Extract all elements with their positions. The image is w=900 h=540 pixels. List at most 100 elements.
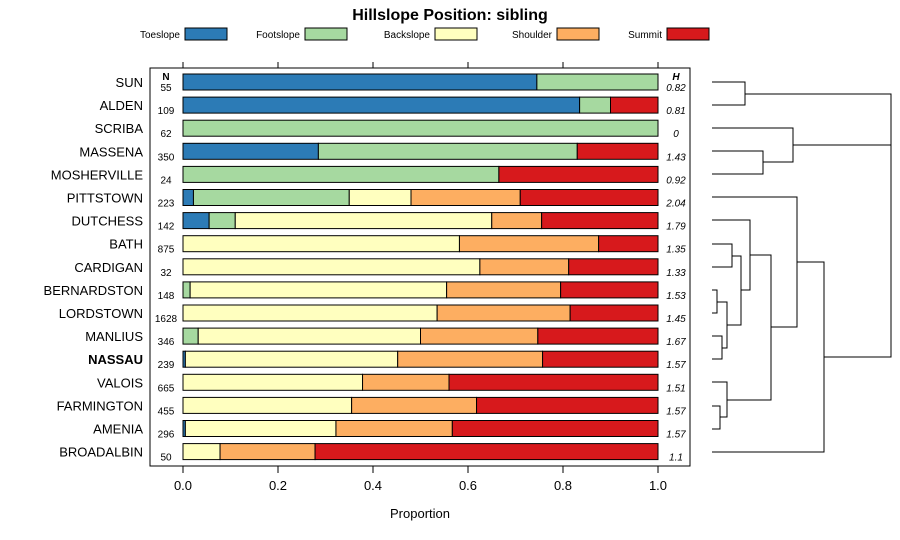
category-label: LORDSTOWN xyxy=(59,306,143,321)
category-label: FARMINGTON xyxy=(57,398,143,413)
x-tick-label: 0.8 xyxy=(554,478,572,493)
bar-segment-backslope xyxy=(184,420,337,437)
bar-segment-backslope xyxy=(182,258,481,276)
bar-segment-footslope xyxy=(208,212,236,230)
bar-rows: SUN 55 0.82 ALDEN 109 0.81 SCRIBA 62 0 MASSENA 350… xyxy=(44,73,686,464)
plot-frame xyxy=(149,67,691,467)
bar-segment-shoulder xyxy=(436,304,571,322)
chart-title: Hillslope Position: sibling xyxy=(352,7,548,24)
x-tick-label: 0.6 xyxy=(459,478,477,493)
bar-segment-summit xyxy=(314,443,659,461)
dendrogram-branch xyxy=(712,405,721,430)
dendrogram-branch xyxy=(727,255,742,326)
bar-segment-summit xyxy=(610,96,659,114)
bar-row: DUTCHESS 142 1.79 xyxy=(71,212,686,233)
bar-row: BROADALBIN 50 1.1 xyxy=(59,443,683,464)
legend-label-toeslope: Toeslope xyxy=(140,30,180,41)
category-label: SUN xyxy=(116,75,143,90)
dendrogram-branch xyxy=(727,254,772,401)
x-tick-label: 0.2 xyxy=(269,478,287,493)
h-value: 0.82 xyxy=(666,83,686,94)
category-label: MASSENA xyxy=(79,144,143,159)
category-label: BATH xyxy=(109,237,143,252)
bar-segment-shoulder xyxy=(491,212,543,230)
bar-segment-summit xyxy=(476,396,659,414)
h-value: 1.45 xyxy=(666,314,686,325)
bar-segment-toeslope xyxy=(182,73,538,91)
bar-segment-backslope xyxy=(197,327,421,345)
category-label: BROADALBIN xyxy=(59,445,143,460)
bar-segment-shoulder xyxy=(446,281,562,299)
bar-segment-shoulder xyxy=(458,235,600,253)
n-value: 50 xyxy=(160,453,172,464)
dendrogram-branch xyxy=(712,289,718,314)
bar-segment-shoulder xyxy=(362,373,450,391)
h-value: 0.81 xyxy=(666,106,685,117)
legend-swatch-shoulder xyxy=(556,27,600,41)
bar-segment-footslope xyxy=(317,142,578,160)
bar-segment-toeslope xyxy=(182,142,319,160)
bar-segment-footslope xyxy=(192,189,350,206)
bar-segment-summit xyxy=(451,420,659,437)
dendrogram-branch xyxy=(712,243,733,268)
h-value: 1.43 xyxy=(666,152,686,163)
bar-segment-footslope xyxy=(182,327,199,345)
legend-swatch-backslope xyxy=(434,27,478,41)
bar-segment-toeslope xyxy=(182,96,581,114)
bar-row: VALOIS 665 1.51 xyxy=(97,373,686,394)
bar-segment-shoulder xyxy=(410,189,521,206)
bar-row: FARMINGTON 455 1.57 xyxy=(57,396,686,417)
legend-swatch-summit xyxy=(666,27,710,41)
bar-segment-shoulder xyxy=(219,443,316,461)
category-label: PITTSTOWN xyxy=(67,191,143,206)
n-value: 109 xyxy=(158,106,175,117)
n-value: 665 xyxy=(158,383,175,394)
bar-segment-backslope xyxy=(182,396,353,414)
bar-segment-footslope xyxy=(536,73,659,91)
bar-segment-backslope xyxy=(184,350,399,368)
category-label: BERNARDSTON xyxy=(44,283,143,298)
h-value: 1.79 xyxy=(666,222,686,233)
legend-label-shoulder: Shoulder xyxy=(512,30,553,41)
bar-row: MOSHERVILLE 24 0.92 xyxy=(51,165,686,186)
bar-segment-backslope xyxy=(182,443,221,461)
bar-row: MANLIUS 346 1.67 xyxy=(85,327,686,348)
bar-segment-summit xyxy=(568,258,659,276)
h-value: 2.04 xyxy=(665,199,686,210)
dendrogram-branch xyxy=(712,219,751,291)
bar-row: PITTSTOWN 223 2.04 xyxy=(67,189,686,210)
bar-segment-footslope xyxy=(182,119,659,137)
legend: Toeslope Footslope Backslope Shoulder Summit xyxy=(140,27,710,41)
bar-segment-summit xyxy=(576,142,659,160)
legend-swatch-footslope xyxy=(304,27,348,41)
bar-segment-shoulder xyxy=(420,327,539,345)
bar-row: CARDIGAN 32 1.33 xyxy=(74,258,686,279)
bar-row: AMENIA 296 1.57 xyxy=(93,420,686,441)
n-value: 296 xyxy=(158,430,175,441)
bar-segment-toeslope xyxy=(182,212,210,230)
category-label: ALDEN xyxy=(100,98,143,113)
bar-segment-shoulder xyxy=(351,396,478,414)
bar-segment-footslope xyxy=(579,96,611,114)
bar-segment-backslope xyxy=(234,212,493,230)
bar-segment-summit xyxy=(598,235,659,253)
bar-segment-backslope xyxy=(182,373,364,391)
bar-segment-shoulder xyxy=(397,350,544,368)
category-label: CARDIGAN xyxy=(74,260,143,275)
x-tick-label: 0.0 xyxy=(174,478,192,493)
h-value: 0.92 xyxy=(666,175,686,186)
h-value: 1.57 xyxy=(666,430,686,441)
category-label: AMENIA xyxy=(93,422,143,437)
dendrogram-branch xyxy=(712,81,746,106)
h-column-header: H xyxy=(672,72,680,83)
n-value: 24 xyxy=(160,175,172,186)
legend-label-footslope: Footslope xyxy=(256,30,300,41)
bar-segment-summit xyxy=(541,212,659,230)
bar-row: BATH 875 1.35 xyxy=(109,235,686,256)
n-column-header: N xyxy=(162,72,169,83)
h-value: 1.1 xyxy=(669,453,683,464)
dendrogram-branch xyxy=(712,261,825,453)
x-tick-label: 1.0 xyxy=(649,478,667,493)
dendrogram xyxy=(712,81,892,453)
